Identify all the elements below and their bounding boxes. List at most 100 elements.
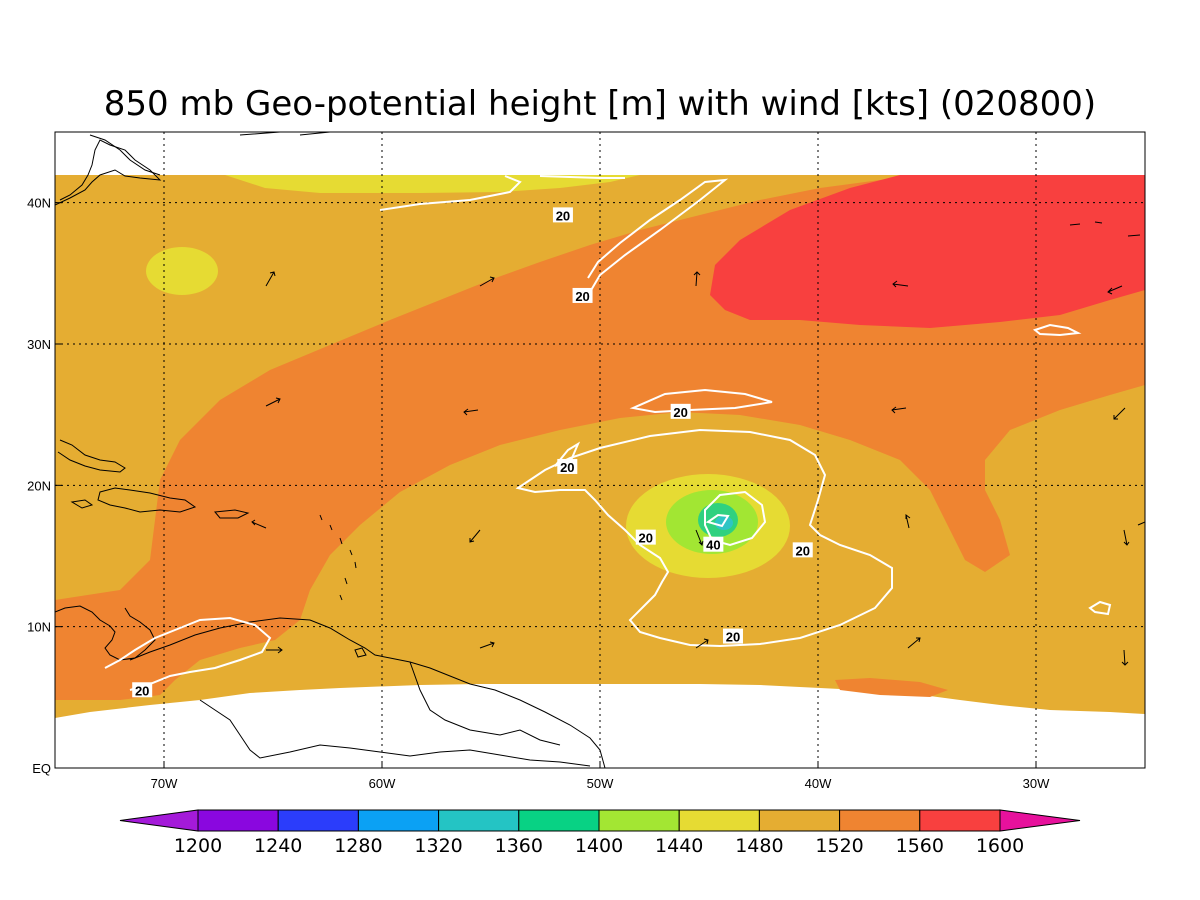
wind-arrow <box>266 646 283 654</box>
map-title: 850 mb Geo-potential height [m] with win… <box>104 84 1096 124</box>
contour-label-text: 20 <box>575 289 589 304</box>
contour-label-bg <box>670 403 691 419</box>
wind-arrow <box>251 519 267 529</box>
wind-arrow <box>463 408 479 416</box>
wind-arrow <box>907 637 921 649</box>
lat-tick-label: 40N <box>27 196 51 211</box>
wind-contour-label: 20 <box>722 628 743 645</box>
colorbar-swatch <box>598 809 680 832</box>
lon-tick-label: 30W <box>1023 776 1050 791</box>
colorbar-label: 1280 <box>334 835 382 857</box>
lon-tick-label: 50W <box>587 776 614 791</box>
contour-label-bg <box>572 287 593 303</box>
lat-tick-label: 30N <box>27 337 51 352</box>
contour-label-text: 40 <box>706 538 720 553</box>
field-1480-west <box>146 247 218 295</box>
wind-contour-label: 20 <box>557 458 578 475</box>
contour-20-outer <box>515 428 893 648</box>
contour-label-text: 20 <box>560 460 574 475</box>
lon-tick-label: 40W <box>805 776 832 791</box>
colorbar-label: 1480 <box>735 835 783 857</box>
wind-arrow <box>479 276 495 287</box>
contour-40 <box>704 490 767 547</box>
coast-puerto-rico <box>214 509 250 519</box>
contour-label-bg <box>703 536 724 552</box>
map-area: 20 20 20 20 20 40 20 20 20 <box>55 132 1145 768</box>
wind-arrow <box>892 280 909 288</box>
wind-arrow <box>265 271 276 287</box>
wind-arrow <box>265 397 281 407</box>
colorbar-label: 1200 <box>174 835 222 857</box>
coast-hispaniola <box>97 487 197 513</box>
coast-central-america <box>55 605 156 661</box>
coast-orinoco <box>199 699 591 767</box>
height-fill-layer <box>55 175 1145 718</box>
wind-contours <box>104 175 1112 691</box>
contour-label-text: 20 <box>726 630 740 645</box>
wind-contour-label: 20 <box>132 682 153 698</box>
colorbar-swatch <box>678 809 760 832</box>
wind-contour-label: 20 <box>792 542 813 558</box>
wind-contour-label: 40 <box>703 536 724 553</box>
coast-africa <box>1137 521 1145 526</box>
contour-label-text: 20 <box>796 543 810 558</box>
colorbar-swatch <box>839 809 921 832</box>
contour-20-ridge <box>629 388 773 414</box>
colorbar-swatch <box>277 809 359 832</box>
graticule <box>55 132 1145 768</box>
wind-arrow <box>695 529 704 546</box>
wind-contour-label: 20 <box>635 529 656 546</box>
lat-tick-label: 20N <box>27 478 51 493</box>
contour-20-east2 <box>1088 600 1112 616</box>
colorbar-label: 1240 <box>254 835 302 857</box>
contour-label-text: 20 <box>556 208 570 223</box>
wind-arrow <box>905 514 911 529</box>
contour-20-south <box>104 616 272 691</box>
contour-label-text: 20 <box>673 405 687 420</box>
contour-20-east <box>1032 323 1082 337</box>
colorbar-swatch <box>518 809 600 832</box>
colorbar-swatch <box>197 809 279 832</box>
wind-arrow <box>1123 529 1130 546</box>
colorbar-label: 1520 <box>815 835 863 857</box>
colorbar-label: 1360 <box>495 835 543 857</box>
colorbar-swatch <box>438 809 520 832</box>
contour-label-bg <box>792 542 813 558</box>
colorbar-label: 1400 <box>575 835 623 857</box>
colorbar-swatch <box>758 809 841 832</box>
wind-arrow <box>695 638 709 649</box>
contour-label-text: 20 <box>639 531 653 546</box>
wind-arrow <box>479 641 495 649</box>
wind-arrow <box>891 406 907 414</box>
contour-label-text: 20 <box>135 683 149 698</box>
contour-label-bg <box>557 458 578 474</box>
colorbar-label: 1440 <box>655 835 703 857</box>
lon-tick-label: 70W <box>151 776 178 791</box>
contour-label-bg <box>635 529 656 545</box>
colorbar-arrow-high <box>999 809 1081 832</box>
colorbar: 1200 1240 1280 1320 1360 1400 1440 1480 1520 1560… <box>119 809 1081 857</box>
colorbar-swatch <box>919 809 1001 832</box>
wind-contour-labels: 20 20 20 20 20 40 20 20 20 <box>132 207 813 698</box>
coast-cuba <box>57 439 126 473</box>
wind-vectors <box>251 271 1130 666</box>
wind-contour-label: 20 <box>552 207 573 223</box>
coast-trinidad <box>354 647 367 658</box>
coast-north-america <box>55 139 162 206</box>
coast-lesser-antilles <box>319 514 357 601</box>
colorbar-label: 1600 <box>976 835 1024 857</box>
wind-arrow <box>1113 407 1126 420</box>
field-1480-north <box>225 175 640 193</box>
contour-label-bg <box>552 207 573 223</box>
contour-20-diagonal <box>587 178 729 293</box>
coast-south-america <box>129 617 606 768</box>
wind-contour-label: 20 <box>670 403 691 420</box>
lat-tick-label: 10N <box>27 620 51 635</box>
contour-label-bg <box>132 682 153 698</box>
wind-arrow <box>1107 285 1123 295</box>
colorbar-label: 1560 <box>896 835 944 857</box>
map-axes: 70W 60W 50W 40W 30W EQ 10N 20N 30N 40N <box>27 196 1050 791</box>
coast-jamaica <box>70 499 94 509</box>
wind-contour-label: 20 <box>572 287 593 304</box>
